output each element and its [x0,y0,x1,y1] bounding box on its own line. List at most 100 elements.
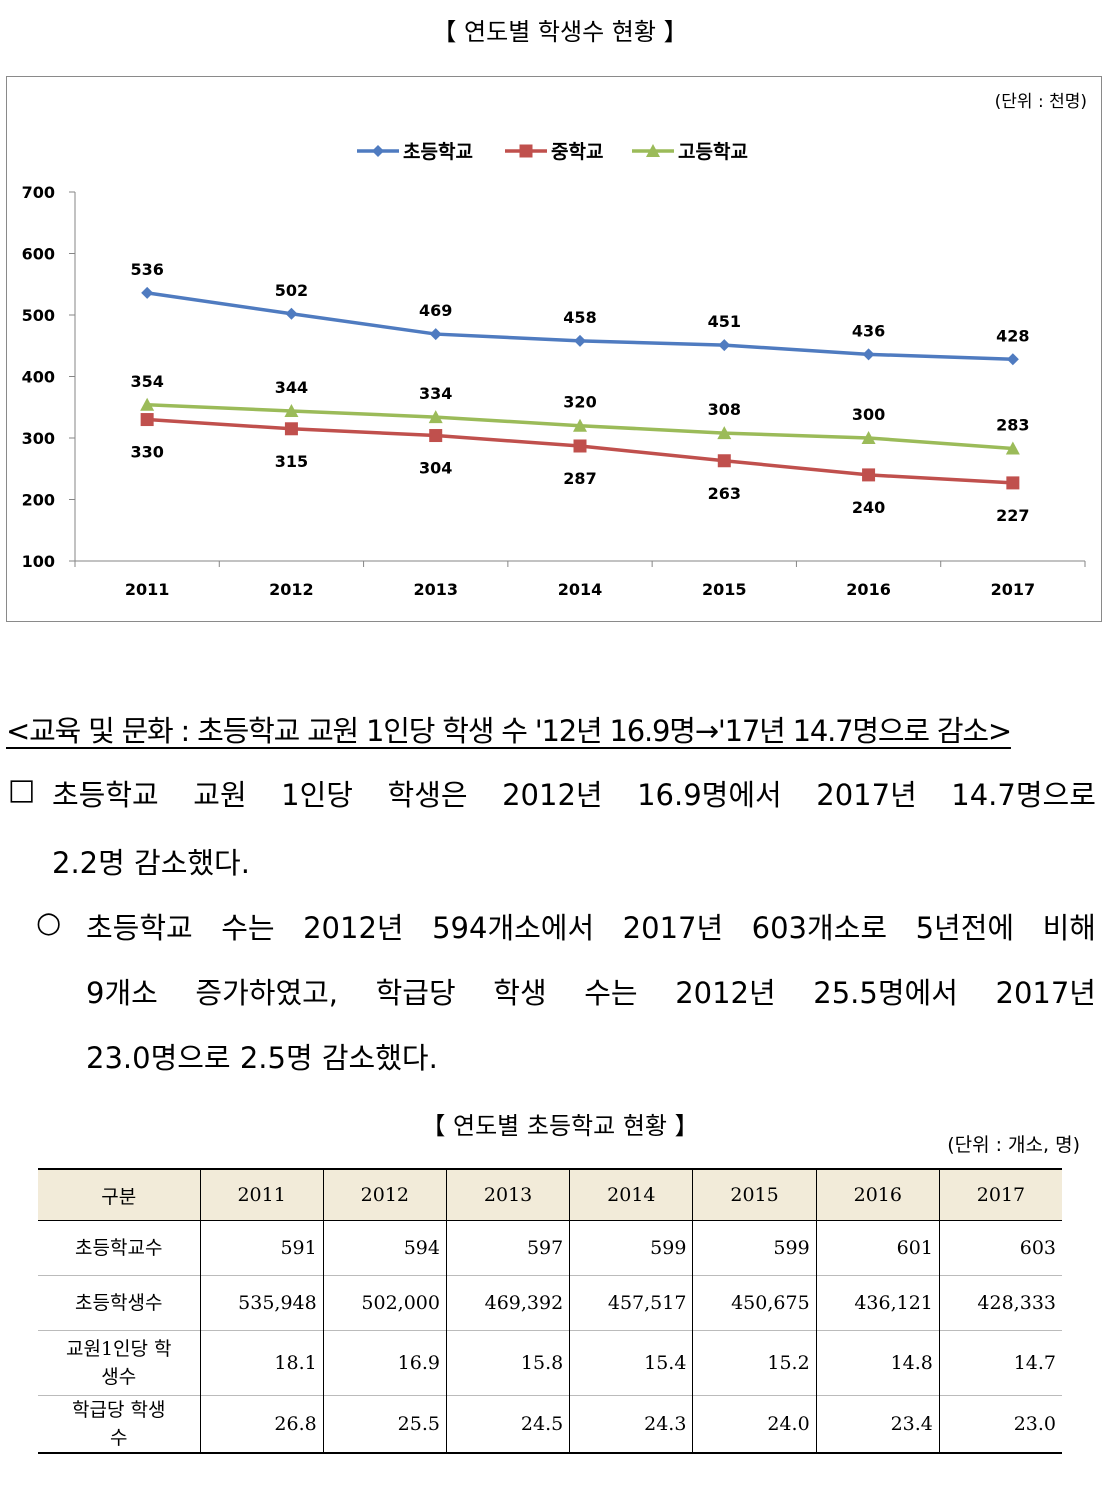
word: 학생 [493,976,547,1010]
table-cell: 601 [815,1220,940,1276]
data-label: 428 [996,326,1029,345]
data-label: 334 [419,384,452,403]
legend-marker [372,145,384,157]
table-row: 학급당 학생수 26.8 25.5 24.5 24.3 24.0 23.4 23… [38,1395,1062,1454]
table-cell: 14.8 [815,1330,940,1396]
table-row: 교원1인당 학생수 18.1 16.9 15.8 15.4 15.2 14.8 … [38,1330,1062,1396]
data-label: 308 [708,400,741,419]
data-point [429,429,443,443]
data-point [284,403,299,417]
y-tick-label: 400 [22,368,55,387]
data-point [718,339,731,352]
table-cell: 603 [938,1220,1062,1276]
paragraph2-line1: 초등학교 수는 2012년 594개소에서 2017년 603개소로 5년전에 … [86,905,1096,947]
data-point [1005,441,1020,455]
data-label: 287 [563,469,596,488]
table-header-cell: 2017 [938,1168,1062,1221]
row-label-text: 초등학교수 [75,1237,163,1259]
row-label: 초등학생수 [38,1275,200,1331]
elementary-school-table: 구분 2011 2012 2013 2014 2015 2016 2017 초등… [38,1168,1062,1454]
data-point [141,286,154,299]
data-label: 263 [708,484,741,503]
table-unit-note: (단위 : 개소, 명) [947,1134,1080,1156]
table-header-cell: 2011 [199,1168,324,1221]
word: 증가하였고, [195,976,339,1010]
table-cell: 18.1 [199,1330,324,1396]
x-tick-label: 2014 [558,580,603,599]
word: 2017년 [816,778,917,812]
data-label: 458 [563,308,596,327]
data-label: 354 [130,372,163,391]
data-point [861,431,876,444]
table-row: 초등학교수 591 594 597 599 599 601 603 [38,1220,1062,1276]
x-tick-label: 2015 [702,580,747,599]
x-tick-label: 2013 [413,580,458,599]
table-header-cell: 2014 [569,1168,693,1221]
word: 594개소에서 [432,911,595,945]
table-cell: 14.7 [938,1330,1062,1396]
y-tick-label: 200 [22,491,55,510]
x-tick-label: 2011 [125,580,170,599]
word: 비해 [1042,911,1096,945]
table-cell: 16.9 [322,1330,447,1396]
word: 2012년 [303,911,404,945]
word: 16.9명에서 [637,778,782,812]
data-point [140,413,154,427]
data-point [428,410,443,424]
table-row: 초등학생수 535,948 502,000 469,392 457,517 45… [38,1275,1062,1331]
table-cell: 15.4 [569,1330,693,1396]
word: 1인당 [281,778,353,812]
circle-bullet: ○ [36,905,62,939]
section-heading: <교육 및 문화 : 초등학교 교원 1인당 학생 수 '12년 16.9명→'… [6,714,1012,748]
word: 9개소 [86,976,158,1010]
data-point [717,454,731,468]
word: 수는 [221,911,275,945]
table-cell: 599 [569,1220,693,1276]
table-title: 【 연도별 초등학교 현황 】 [421,1112,699,1140]
table-cell: 469,392 [445,1275,570,1331]
table-cell: 23.4 [815,1395,940,1454]
word: 초등학교 [52,778,159,812]
word: 603개소로 [751,911,888,945]
y-tick-label: 700 [22,183,55,202]
data-point [862,348,875,361]
paragraph2-line3: 23.0명으로 2.5명 감소했다. [86,1041,438,1075]
data-label: 344 [275,378,308,397]
data-label: 300 [852,405,885,424]
data-point [862,468,876,482]
data-label: 502 [275,281,308,300]
table-cell: 594 [322,1220,447,1276]
data-label: 330 [130,443,163,462]
table-header-cell: 2013 [445,1168,570,1221]
data-label: 536 [130,260,163,279]
data-point [429,328,442,341]
word: 학생은 [387,778,468,812]
data-label: 469 [419,301,452,320]
table-cell: 597 [445,1220,570,1276]
paragraph2-line2: 9개소 증가하였고, 학급당 학생 수는 2012년 25.5명에서 2017년 [86,970,1096,1012]
word: 교원 [193,778,247,812]
table-cell: 25.5 [322,1395,447,1454]
x-tick-label: 2016 [846,580,891,599]
data-point [573,418,587,432]
table-header-row: 구분 2011 2012 2013 2014 2015 2016 2017 [38,1168,1062,1221]
data-label: 240 [852,498,885,517]
table-cell: 24.5 [445,1395,570,1454]
data-label: 320 [563,393,596,412]
table-cell: 428,333 [938,1275,1062,1331]
chart-unit-note: (단위 : 천명) [994,92,1087,112]
data-point [140,397,155,411]
table-header-cell: 구분 [38,1168,200,1221]
table-cell: 599 [692,1220,817,1276]
table-header-cell: 2015 [692,1168,817,1221]
legend-label: 중학교 [551,141,603,163]
table-header-cell: 2016 [815,1168,940,1221]
data-point [284,422,298,436]
data-label: 451 [708,312,741,331]
table-header-cell: 2012 [322,1168,447,1221]
row-label: 학급당 학생수 [38,1395,200,1454]
row-label: 교원1인당 학생수 [38,1330,200,1396]
legend-marker [519,144,533,158]
table-cell: 15.8 [445,1330,570,1396]
y-tick-label: 100 [22,552,55,571]
